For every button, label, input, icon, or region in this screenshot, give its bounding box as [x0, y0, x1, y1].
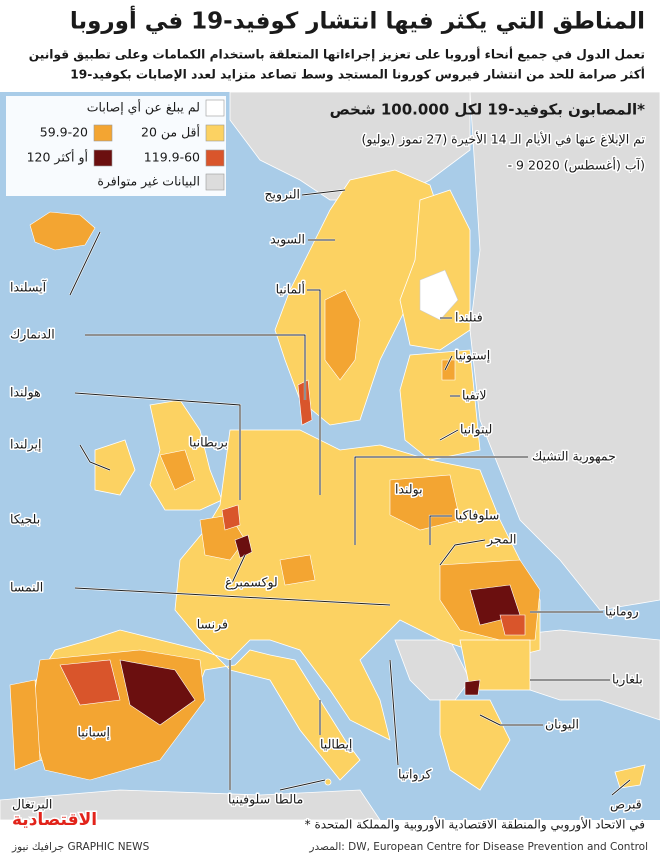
legend-subtitle-line: - 9 آب (أغسطس) 2020): [508, 157, 645, 174]
subtitle-line: أكثر صرامة للحد من انتشار فيروس كورونا ا…: [70, 67, 645, 82]
subtitle-line: تعمل الدول في جميع أنحاء أوروبا على تعزي…: [29, 47, 645, 63]
legend-label: 119.9-60: [144, 150, 200, 165]
country-label: النمسا: [10, 580, 43, 595]
country-label: بريطانيا: [189, 435, 228, 451]
legend-swatch: [205, 124, 225, 142]
country-label: المجر: [486, 532, 516, 548]
country-label: النرويج: [264, 187, 300, 203]
country-label: ليتوانيا: [460, 422, 492, 438]
legend-label: 59.9-20: [40, 125, 88, 140]
country-label: بلجيكا: [10, 512, 40, 527]
country-labels: النرويج السويد آيسلندا ألمانيا فنلندا ال…: [9, 185, 645, 814]
leader-lines: [69, 188, 631, 796]
footnote: * في الاتحاد الأوروبي والمنطقة الاقتصادي…: [305, 817, 645, 833]
country-label: بلغاريا: [612, 672, 643, 688]
country-label: إستونيا: [455, 348, 490, 364]
country-label: هولندا: [10, 385, 41, 401]
country-label: فنلندا: [455, 310, 483, 325]
legend-label: أقل من 20: [141, 124, 200, 141]
country-label: كرواتيا: [398, 767, 431, 783]
country-label: ألمانيا: [276, 281, 305, 297]
legend-box: [6, 96, 226, 196]
title: المناطق التي يكثر فيها انتشار كوفيد-19 ف…: [70, 5, 645, 35]
legend-swatch: [93, 124, 113, 142]
country-label: إيرلندا: [10, 437, 41, 453]
legend-subtitle-line: تم الإبلاغ عنها في الأيام الـ 14 الأخيرة…: [362, 132, 646, 148]
country-label: سلوفينيا: [228, 792, 270, 808]
country-label: آيسلندا: [10, 280, 47, 295]
country-label: سلوفاكيا: [455, 508, 499, 524]
legend-swatch: [205, 173, 225, 191]
country-label: جمهورية التشيك: [532, 449, 616, 465]
country-label: رومانيا: [605, 604, 639, 620]
logo: الاقتصادية: [12, 810, 97, 830]
legend-label: لم يبلغ عن أي إصابات: [87, 99, 200, 116]
country-label: قبرص: [610, 797, 642, 813]
country-label: إسبانيا: [77, 725, 110, 740]
country-label: لوكسمبرغ: [225, 575, 278, 591]
country-label: مالطا: [275, 792, 303, 807]
legend-title: المصابون بكوفيد-19 لكل 100.000 شخص*: [330, 101, 646, 119]
country-label: الدنمارك: [10, 327, 55, 343]
legend-swatch: [205, 149, 225, 167]
country-label: لاتفيا: [462, 388, 487, 403]
legend-swatch: [93, 149, 113, 167]
legend-swatch: [205, 99, 225, 117]
map: [0, 91, 660, 821]
country-label: البرتغال: [12, 797, 52, 813]
country-label: اليونان: [545, 717, 579, 733]
legend: لم يبلغ عن أي إصابات أقل من 20 59.9-20 119.…: [27, 99, 225, 191]
source: المصدر: DW, European Centre for Disease …: [308, 841, 648, 853]
country-label: فرنسا: [197, 617, 228, 633]
legend-label: البيانات غير متوافرة: [97, 174, 200, 190]
country-label: بولندا: [395, 482, 423, 498]
country-label: السويد: [270, 232, 305, 248]
legend-label: 120 أو أكثر: [27, 149, 88, 166]
country-label: إيطاليا: [320, 737, 352, 752]
credit: جرافيك نيوز GRAPHIC NEWS: [11, 841, 150, 853]
